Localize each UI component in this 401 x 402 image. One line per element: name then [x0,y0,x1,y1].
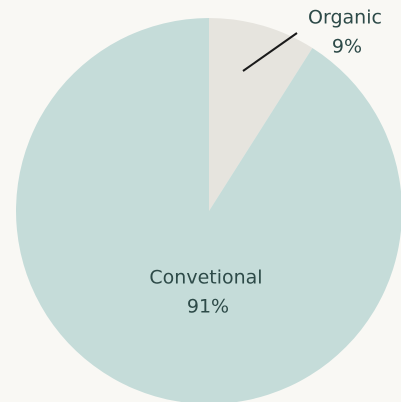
slices [16,18,401,402]
labels: Organic 9% Convetional 91% [149,7,382,318]
value-label: 91% [187,296,229,318]
leader-line [242,32,298,72]
category-label: Convetional [149,267,262,289]
value-label: 9% [332,36,362,58]
pie-slice [16,18,401,402]
pie-slice [209,18,313,211]
category-label: Organic [308,7,382,29]
